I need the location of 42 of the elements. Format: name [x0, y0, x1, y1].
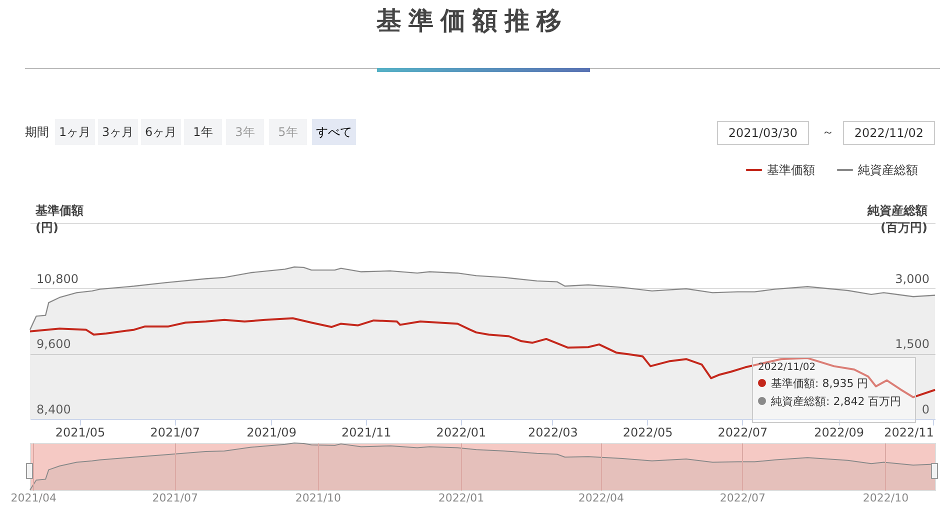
- text: 3ヶ月: [98, 119, 138, 145]
- annotation: 基準価額: 8,935 円: [771, 377, 868, 390]
- chart-title: 基準価額推移: [376, 5, 570, 37]
- text: 期間: [25, 124, 49, 141]
- text: 3年: [226, 119, 264, 145]
- x-tick-label: 2022/11: [884, 426, 934, 440]
- x-tick-label: 2022/07: [718, 426, 768, 440]
- text: 6ヶ月: [141, 119, 181, 145]
- x-tick-label: 2022/04: [578, 492, 624, 504]
- x-tick-label: 2022/10: [862, 492, 909, 504]
- x-tick-label: 2021/10: [295, 492, 342, 504]
- text: すべて: [312, 119, 356, 145]
- x-tick-label: 2022/01: [438, 492, 484, 504]
- x-tick-label: 2021/07: [152, 492, 198, 504]
- text: 2022/11/02: [843, 121, 935, 145]
- y-tick-label: 9,600: [36, 337, 71, 352]
- annotation: 2022/11/02: [758, 362, 817, 373]
- text: ～: [822, 124, 834, 141]
- x-tick-label: 2021/09: [246, 426, 296, 440]
- x-tick-label: 2021/05: [55, 426, 106, 440]
- y2-tick-label: 1,500: [895, 337, 930, 352]
- annotation: 純資産総額: 2,842 百万円: [771, 395, 902, 408]
- legend-label: 純資産総額: [858, 163, 918, 177]
- x-tick-label: 2021/04: [10, 492, 56, 504]
- y2-tick-label: 3,000: [895, 272, 930, 286]
- x-tick-label: 2021/11: [341, 426, 392, 440]
- text: 2021/03/30: [717, 121, 809, 145]
- x-tick-label: 2022/03: [528, 426, 578, 440]
- x-tick-label: 2021/07: [150, 426, 200, 440]
- text: 1年: [184, 119, 222, 145]
- y-tick-label: 8,400: [36, 402, 71, 416]
- x-tick-label: 2022/01: [436, 426, 486, 440]
- y-tick-label: 10,800: [36, 272, 78, 286]
- y-axis-title: 基準価額 (円): [34, 204, 84, 234]
- x-tick-label: 2022/07: [720, 492, 766, 504]
- y2-tick-label: 0: [922, 402, 930, 416]
- text: 1ヶ月: [55, 119, 95, 145]
- legend-label: 基準価額: [767, 163, 815, 177]
- x-tick-label: 2022/09: [814, 426, 864, 440]
- x-tick-label: 2022/05: [622, 426, 673, 440]
- y2-axis-title: 純資産総額 (百万円): [866, 204, 928, 234]
- text: 5年: [269, 119, 307, 145]
